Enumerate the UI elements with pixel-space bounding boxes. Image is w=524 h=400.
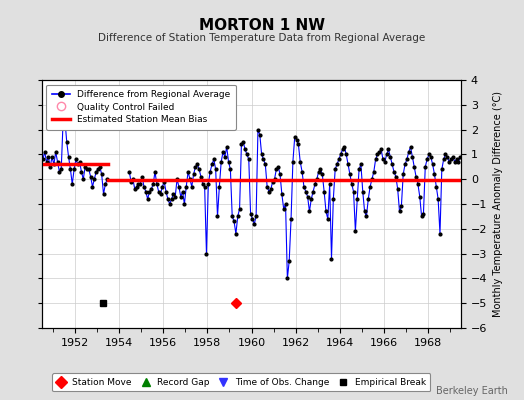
Y-axis label: Monthly Temperature Anomaly Difference (°C): Monthly Temperature Anomaly Difference (…: [493, 91, 503, 317]
Legend: Station Move, Record Gap, Time of Obs. Change, Empirical Break: Station Move, Record Gap, Time of Obs. C…: [52, 374, 430, 392]
Text: MORTON 1 NW: MORTON 1 NW: [199, 18, 325, 34]
Text: Difference of Station Temperature Data from Regional Average: Difference of Station Temperature Data f…: [99, 33, 425, 43]
Text: Berkeley Earth: Berkeley Earth: [436, 386, 508, 396]
Legend: Difference from Regional Average, Quality Control Failed, Estimated Station Mean: Difference from Regional Average, Qualit…: [47, 84, 236, 130]
